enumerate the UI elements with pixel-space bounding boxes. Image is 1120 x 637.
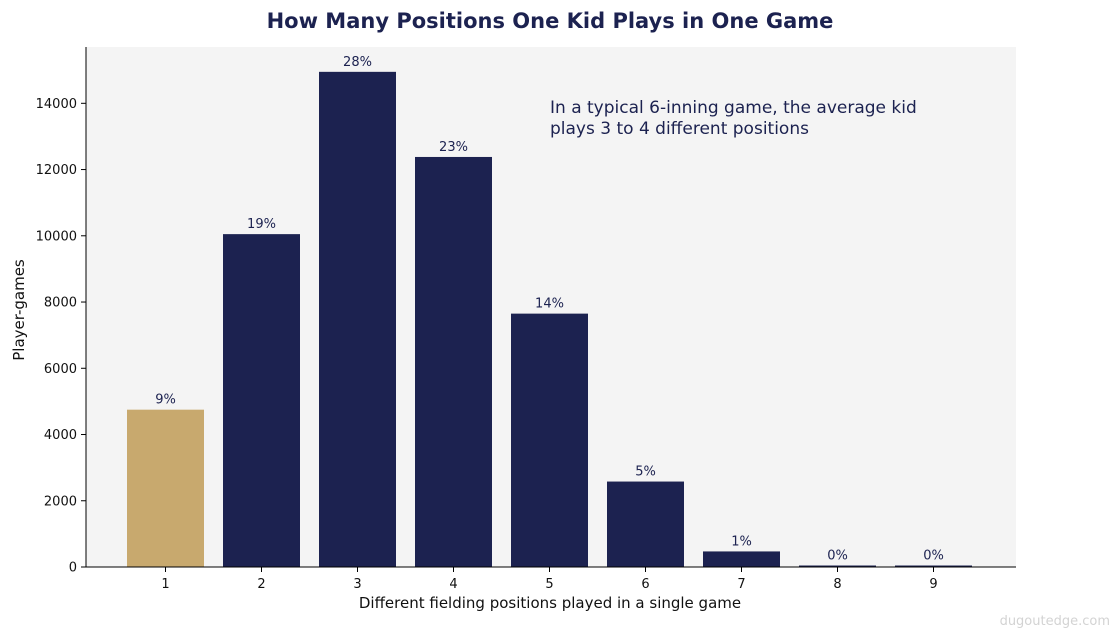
- bar-7: [703, 551, 780, 567]
- annotation: In a typical 6-inning game, the average …: [550, 98, 917, 139]
- y-tick-label-0: 0: [69, 561, 77, 576]
- y-tick-label-4000: 4000: [44, 428, 77, 443]
- bar-6: [607, 481, 684, 567]
- x-tick-label-2: 2: [257, 577, 265, 592]
- x-tick-label-6: 6: [641, 577, 649, 592]
- x-tick-label-3: 3: [353, 577, 361, 592]
- x-tick-label-9: 9: [929, 577, 937, 592]
- x-tick-label-8: 8: [833, 577, 841, 592]
- x-tick-label-1: 1: [161, 577, 169, 592]
- bar-data-label-5: 14%: [535, 297, 564, 312]
- bar-data-label-9: 0%: [923, 549, 944, 564]
- y-tick-label-10000: 10000: [36, 229, 77, 244]
- chart-title: How Many Positions One Kid Plays in One …: [267, 9, 834, 33]
- annotation-line-2: plays 3 to 4 different positions: [550, 119, 809, 139]
- bar-data-label-2: 19%: [247, 217, 276, 232]
- bar-data-label-8: 0%: [827, 549, 848, 564]
- bar-labels-group: 9% 19% 28% 23% 14% 5% 1% 0% 0%: [155, 55, 944, 564]
- y-tick-label-6000: 6000: [44, 362, 77, 377]
- annotation-line-1: In a typical 6-inning game, the average …: [550, 98, 917, 118]
- bar-data-label-7: 1%: [731, 534, 752, 549]
- bar-8: [799, 565, 876, 567]
- x-tick-label-7: 7: [737, 577, 745, 592]
- y-tick-label-12000: 12000: [36, 163, 77, 178]
- x-axis-label: Different fielding positions played in a…: [359, 594, 741, 612]
- x-axis: 1 2 3 4 5 6 7 8 9: [86, 566, 1016, 592]
- bar-4: [415, 156, 492, 567]
- bar-data-label-1: 9%: [155, 393, 176, 408]
- bar-5: [511, 313, 588, 567]
- x-tick-label-4: 4: [449, 577, 457, 592]
- bar-data-label-6: 5%: [635, 465, 656, 480]
- y-axis-label: Player-games: [10, 259, 28, 361]
- bar-1: [127, 409, 204, 567]
- bar-3: [319, 71, 396, 568]
- bar-9: [895, 565, 972, 567]
- bar-2: [223, 234, 300, 567]
- y-axis: 0 2000 4000 6000 8000 10000 12000 14000: [36, 47, 87, 576]
- bar-data-label-4: 23%: [439, 140, 468, 155]
- bar-data-label-3: 28%: [343, 55, 372, 70]
- y-tick-label-8000: 8000: [44, 296, 77, 311]
- x-tick-label-5: 5: [545, 577, 553, 592]
- y-tick-label-14000: 14000: [36, 97, 77, 112]
- bars-group: [127, 71, 972, 568]
- watermark: dugoutedge.com: [1000, 614, 1110, 629]
- y-tick-label-2000: 2000: [44, 494, 77, 509]
